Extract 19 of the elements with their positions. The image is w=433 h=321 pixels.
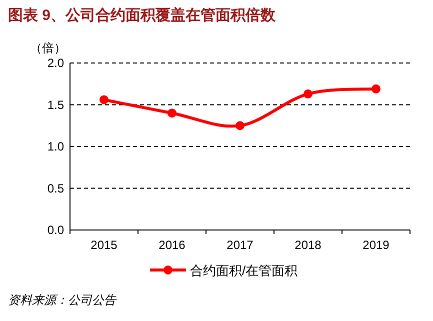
x-tick-label: 2019	[362, 238, 390, 252]
x-tick-label: 2016	[158, 238, 186, 252]
y-axis-title: （倍）	[30, 41, 66, 55]
y-tick-label: 1.5	[47, 98, 64, 112]
point	[304, 89, 312, 98]
y-tick-label: 2.0	[47, 56, 64, 70]
x-tick-label: 2017	[226, 238, 254, 252]
y-tick-label: 0.5	[47, 181, 64, 196]
x-tick-label: 2015	[90, 238, 118, 252]
point	[372, 84, 380, 94]
legend-label: 合约面积/在管面积	[190, 263, 298, 278]
text: 资料来源：公司公告	[8, 293, 117, 307]
point	[100, 95, 108, 104]
y-tick-label: 1.0	[47, 140, 64, 154]
point	[236, 121, 244, 130]
x-tick-label: 2018	[294, 238, 322, 252]
y-tick-label: 0.0	[47, 223, 64, 237]
point	[168, 108, 176, 118]
chart-title: 图表 9、公司合约面积覆盖在管面积倍数	[8, 6, 277, 24]
